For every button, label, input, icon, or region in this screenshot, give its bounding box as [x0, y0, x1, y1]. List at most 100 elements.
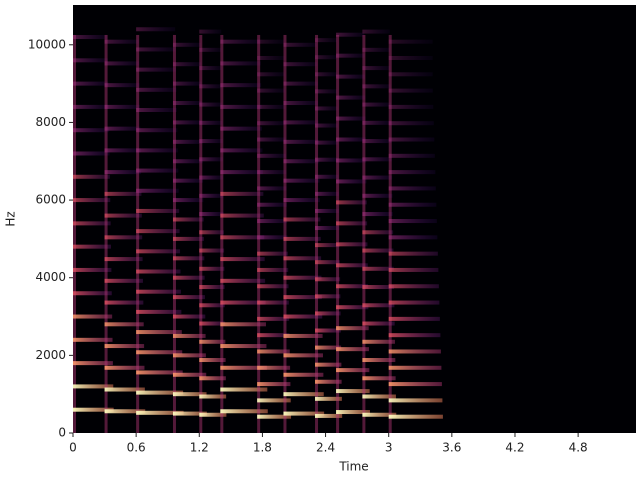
onset-streak — [220, 34, 224, 434]
harmonic — [136, 148, 178, 153]
harmonic — [104, 83, 140, 88]
harmonic — [362, 230, 394, 235]
harmonic — [199, 412, 227, 417]
harmonic — [172, 62, 202, 67]
harmonic — [283, 42, 317, 47]
harmonic — [388, 39, 433, 44]
harmonic — [336, 389, 370, 394]
harmonic — [220, 235, 265, 240]
harmonic — [136, 289, 181, 294]
harmonic — [257, 153, 286, 158]
harmonic — [104, 126, 141, 131]
harmonic — [388, 349, 441, 354]
harmonic — [257, 104, 286, 109]
harmonic — [136, 249, 181, 254]
harmonic — [257, 349, 290, 354]
harmonic — [220, 104, 262, 109]
harmonic — [172, 236, 205, 241]
harmonic — [336, 368, 370, 373]
harmonic — [199, 29, 222, 34]
harmonic — [315, 379, 342, 384]
harmonic — [199, 285, 225, 290]
harmonic — [136, 330, 182, 335]
harmonic — [257, 267, 289, 272]
harmonic — [315, 38, 338, 43]
harmonic — [388, 121, 434, 126]
harmonic — [257, 284, 289, 289]
harmonic — [362, 248, 394, 253]
harmonic — [220, 191, 264, 196]
harmonic — [315, 157, 339, 162]
harmonic — [315, 191, 339, 196]
harmonic — [199, 120, 223, 125]
y-tick-label: 4000 — [35, 270, 66, 284]
harmonic — [136, 27, 176, 32]
harmonic — [315, 294, 341, 299]
harmonic — [136, 269, 181, 274]
harmonic — [257, 414, 292, 419]
harmonic — [315, 413, 343, 418]
harmonic — [199, 212, 224, 217]
harmonic — [220, 213, 264, 218]
harmonic — [104, 409, 146, 414]
harmonic — [199, 175, 224, 180]
harmonic — [172, 411, 207, 416]
x-tick-label: 4.2 — [505, 441, 524, 455]
harmonic — [336, 221, 368, 226]
harmonic — [257, 382, 291, 387]
harmonic — [388, 316, 440, 321]
harmonic — [136, 370, 183, 375]
harmonic — [315, 243, 340, 248]
y-tick-label: 0 — [58, 426, 66, 440]
harmonic — [136, 350, 183, 355]
harmonic — [315, 123, 338, 128]
harmonic — [172, 372, 207, 377]
harmonic — [336, 137, 366, 142]
onset-streak — [73, 34, 76, 434]
harmonic — [220, 387, 268, 392]
harmonic — [283, 178, 320, 183]
harmonic — [172, 217, 204, 222]
harmonic — [388, 365, 442, 370]
harmonic — [388, 88, 433, 93]
harmonic — [199, 394, 227, 399]
harmonic — [220, 409, 268, 414]
harmonic — [104, 387, 145, 392]
harmonic — [336, 284, 369, 289]
harmonic — [73, 104, 109, 109]
harmonic — [73, 244, 112, 249]
harmonic — [104, 344, 145, 349]
harmonic — [73, 267, 112, 272]
harmonic — [257, 202, 287, 207]
harmonic — [104, 148, 141, 153]
harmonic — [136, 229, 180, 234]
harmonic — [257, 251, 288, 256]
x-tick-label: 1.2 — [190, 441, 209, 455]
harmonic — [136, 108, 177, 113]
harmonic — [257, 186, 287, 191]
harmonic — [199, 266, 225, 271]
harmonic — [172, 42, 201, 47]
harmonic — [199, 230, 224, 235]
onset-streak — [388, 34, 392, 434]
harmonic — [220, 300, 266, 305]
harmonic — [388, 333, 441, 338]
harmonic — [388, 137, 435, 142]
harmonic — [136, 410, 184, 415]
x-tick-label: 2.4 — [316, 441, 335, 455]
harmonic — [388, 153, 435, 158]
harmonic — [172, 101, 202, 106]
harmonic — [388, 72, 433, 77]
harmonic — [73, 58, 108, 63]
harmonic — [283, 372, 324, 377]
harmonic — [362, 84, 391, 89]
harmonic — [283, 295, 322, 300]
harmonic — [257, 235, 288, 240]
harmonic — [336, 116, 366, 121]
harmonic — [315, 311, 341, 316]
harmonic — [104, 61, 140, 66]
harmonic — [73, 337, 113, 342]
harmonic — [104, 39, 139, 44]
harmonic — [257, 365, 291, 370]
